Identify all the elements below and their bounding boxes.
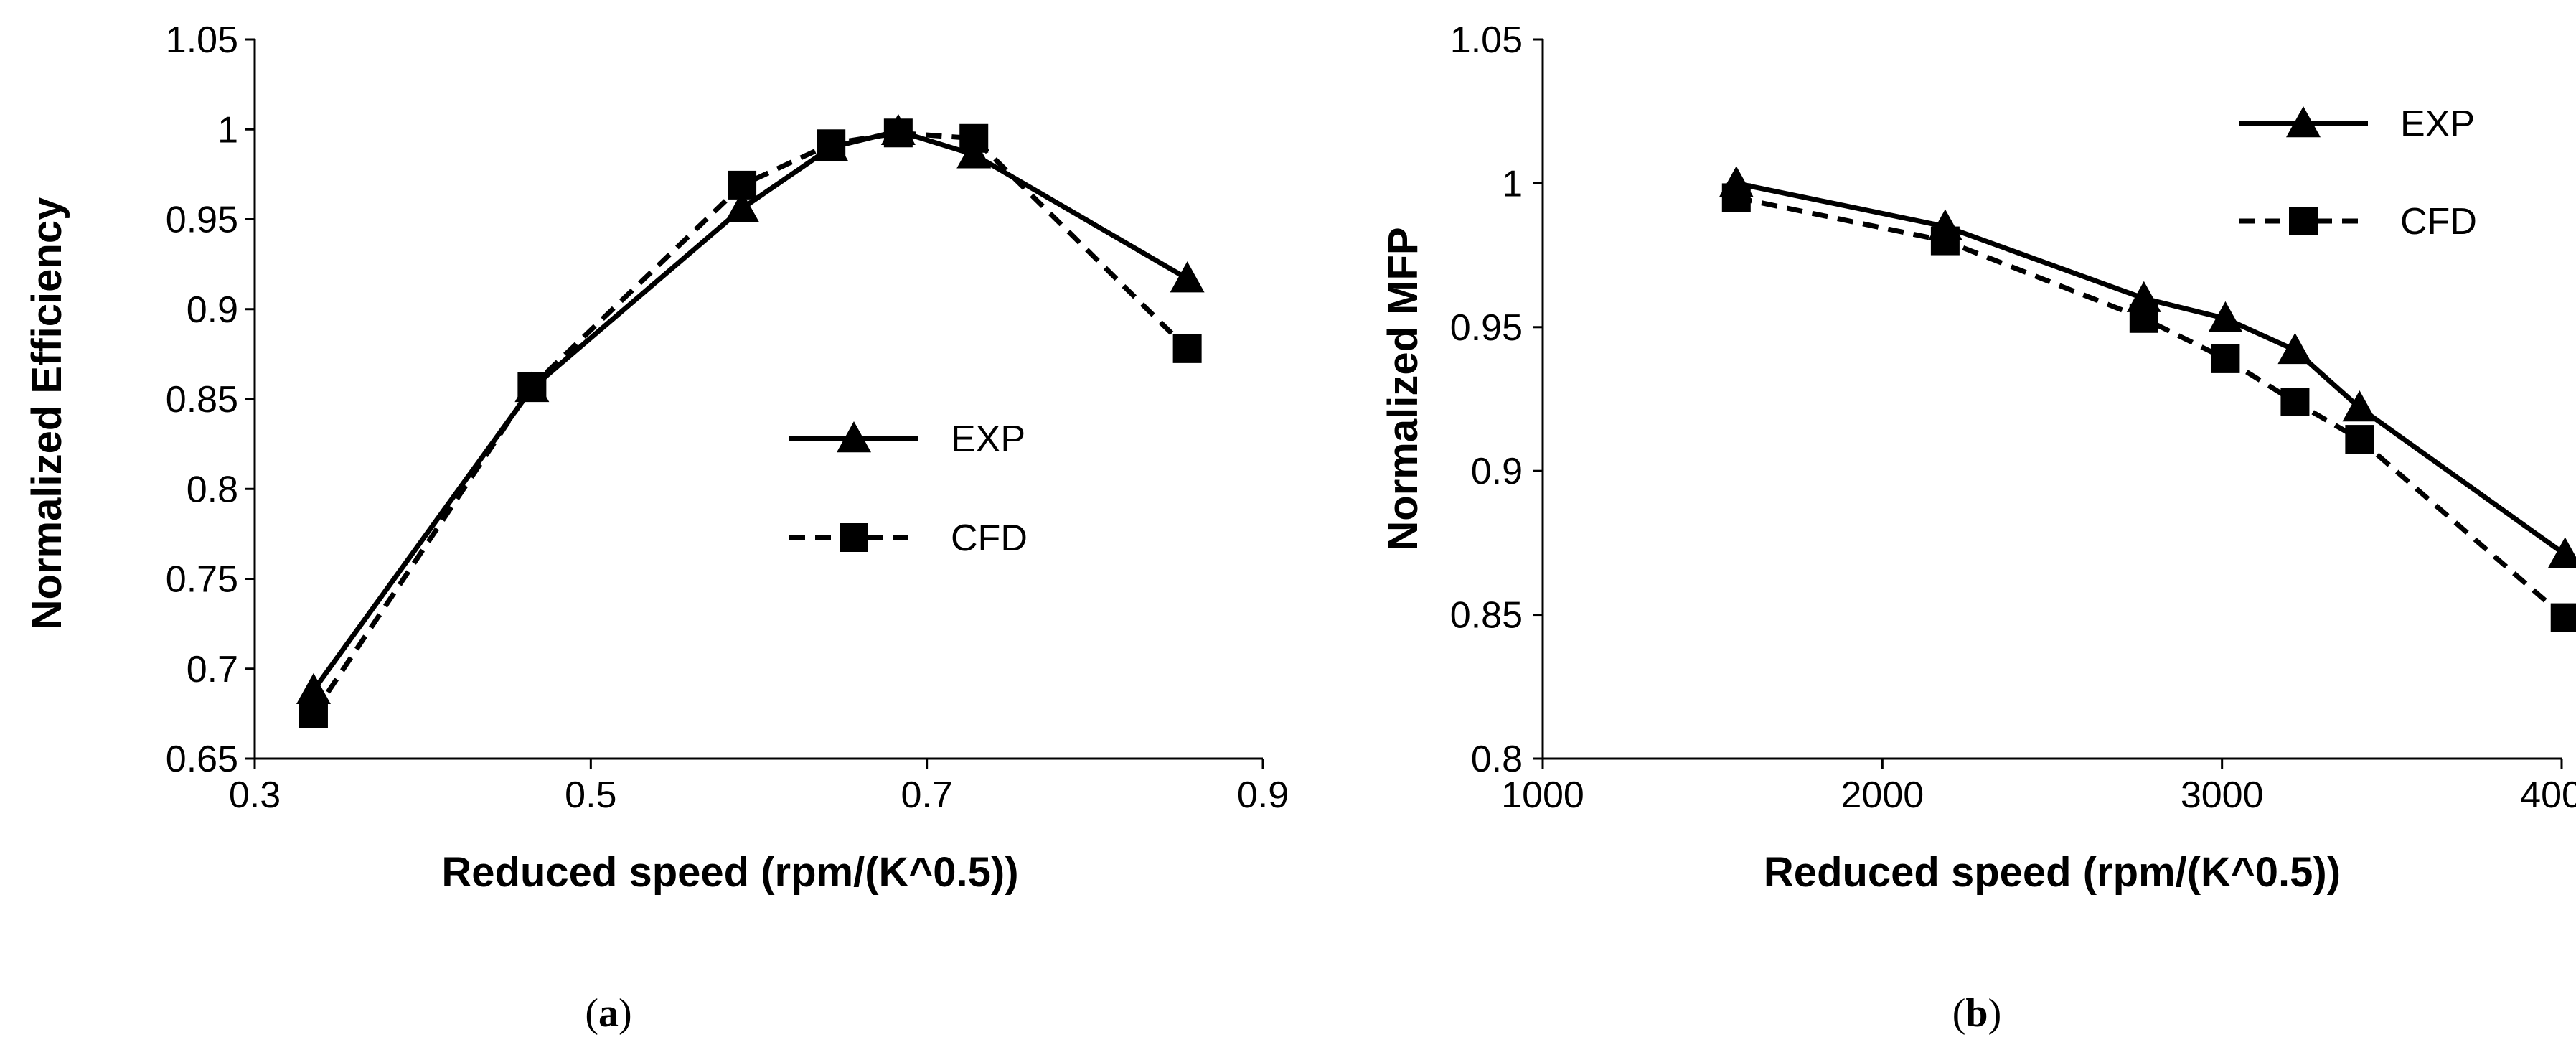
data-point-cfd	[1721, 183, 1751, 212]
x-axis-title: Reduced speed (rpm/(K^0.5))	[1764, 849, 2341, 896]
data-point-cfd	[2280, 388, 2310, 417]
data-point-cfd	[299, 699, 328, 728]
caption-paren-close: )	[619, 991, 632, 1036]
data-point-cfd	[883, 118, 913, 148]
data-point-cfd	[517, 372, 547, 401]
y-tick-label: 1	[217, 109, 238, 151]
legend-marker-exp	[2286, 106, 2321, 138]
legend-label-exp: EXP	[2400, 103, 2475, 145]
x-tick-label: 0.7	[901, 774, 953, 816]
caption-paren-close: )	[1988, 991, 2002, 1036]
y-axis-title: Normalized MFP	[1380, 227, 1426, 550]
legend-marker-exp	[837, 421, 871, 453]
y-tick-label: 0.85	[1450, 595, 1523, 637]
y-tick-label: 1.05	[166, 19, 238, 61]
data-point-exp	[2208, 301, 2243, 332]
chart-caption: (a)	[585, 991, 631, 1036]
x-tick-label: 1000	[1501, 774, 1584, 816]
x-tick-label: 2000	[1841, 774, 1924, 816]
data-point-exp	[956, 137, 992, 169]
caption-letter: a	[598, 991, 619, 1036]
x-axis-title: Reduced speed (rpm/(K^0.5))	[441, 849, 1018, 896]
caption-letter: b	[1965, 991, 1988, 1036]
data-point-cfd	[817, 129, 846, 159]
y-tick-label: 0.8	[187, 469, 238, 510]
data-point-exp	[2547, 537, 2576, 568]
x-tick-label: 4000	[2520, 774, 2576, 816]
series-line-cfd	[1736, 195, 2567, 620]
x-tick-label: 0.3	[229, 774, 281, 816]
chart-a-efficiency: 0.65 0.7 0.75 0.8 0.85 0.9 0.95 1 1.05 0.3 0.5 0.7 0…	[24, 19, 1289, 1036]
y-tick-label: 0.9	[187, 289, 238, 331]
y-tick-label: 0.8	[1471, 739, 1523, 780]
chart-caption: (b)	[1952, 991, 2001, 1036]
data-point-cfd	[2211, 344, 2240, 373]
chart-b-mfp: 0.8 0.85 0.9 0.95 1 1.05 1000 2000 3000 4000 Reduc…	[1380, 19, 2576, 1036]
y-tick-label: 0.9	[1471, 451, 1523, 492]
y-tick-label: 0.95	[1450, 307, 1523, 349]
y-tick-label: 0.85	[166, 379, 238, 421]
y-tick-label: 0.75	[166, 559, 238, 601]
y-tick-label: 0.7	[187, 649, 238, 690]
caption-paren-open: (	[1952, 991, 1966, 1036]
data-point-exp	[2342, 390, 2377, 422]
legend-label-exp: EXP	[951, 418, 1025, 460]
legend-label-cfd: CFD	[951, 517, 1028, 559]
data-point-exp	[296, 672, 331, 705]
data-point-cfd	[2129, 304, 2158, 333]
data-point-cfd	[1930, 226, 1960, 256]
y-tick-label: 0.65	[166, 739, 238, 780]
data-point-exp	[2277, 332, 2313, 365]
y-tick-label: 0.95	[166, 200, 238, 241]
data-point-cfd	[959, 123, 989, 153]
y-axis-title: Normalized Efficiency	[24, 197, 70, 630]
data-point-cfd	[728, 170, 757, 200]
x-tick-label: 0.9	[1237, 774, 1289, 816]
legend-label-cfd: CFD	[2400, 201, 2477, 243]
x-tick-label: 3000	[2181, 774, 2264, 816]
data-point-cfd	[2345, 425, 2374, 454]
x-tick-label: 0.5	[565, 774, 616, 816]
y-tick-label: 1	[1502, 163, 1523, 205]
data-point-exp	[1170, 261, 1205, 293]
data-point-cfd	[2550, 603, 2576, 632]
caption-paren-open: (	[585, 991, 598, 1036]
data-point-exp	[725, 191, 760, 222]
data-point-cfd	[1172, 334, 1202, 363]
legend-marker-cfd	[840, 523, 868, 552]
y-tick-label: 1.05	[1450, 19, 1523, 61]
legend-marker-cfd	[2289, 207, 2318, 235]
